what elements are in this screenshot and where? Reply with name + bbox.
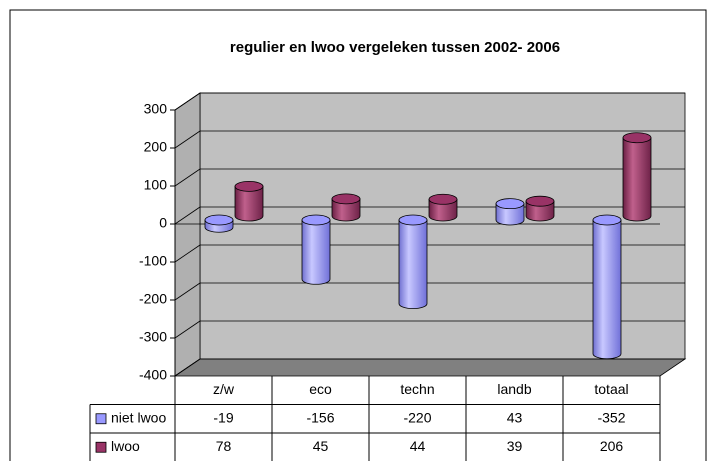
table-value: 45 [313,438,329,454]
x-tick-label: eco [309,381,332,397]
table-value: 39 [507,438,523,454]
y-tick-label: -200 [139,291,167,307]
x-tick-label: techn [400,381,434,397]
y-tick-label: -400 [139,367,167,383]
chart-title: regulier en lwoo vergeleken tussen 2002-… [230,39,560,56]
grid-line-side [174,244,201,263]
x-tick-label: totaal [594,381,628,397]
y-tick-label: 200 [144,139,168,155]
cylinder [234,185,264,222]
cylinder-cap [428,193,458,205]
floor [173,358,687,377]
table-value: 43 [507,409,523,425]
grid-line-side [174,168,201,187]
table-value: -352 [597,409,625,425]
grid-line-side [174,206,201,225]
cylinder [622,137,652,222]
cylinder-cap [301,214,331,226]
cylinder-cap [525,195,555,207]
cylinder-cap [398,214,428,226]
cylinder [428,198,458,222]
cylinder-cap [495,198,525,210]
grid-line-side [174,282,201,301]
table-value: 44 [410,438,426,454]
y-tick-label: -300 [139,329,167,345]
y-tick-label: -100 [139,253,167,269]
x-tick-label: landb [497,381,531,397]
table-value: 206 [600,438,624,454]
table-value: -19 [213,409,233,425]
cylinder-cap [234,180,264,192]
legend-label: niet lwoo [111,409,166,425]
cylinder [398,219,428,309]
y-tick-label: 100 [144,177,168,193]
grid-line-side [174,320,201,339]
cylinder-cap [592,214,622,226]
table-value: -156 [306,409,334,425]
grid-line-side [174,92,201,111]
grid-line-side [174,358,201,377]
cylinder-cap [331,193,361,205]
table-value: -220 [403,409,431,425]
cylinder-cap [622,132,652,144]
cylinder-cap [204,214,234,226]
cylinder [495,203,525,226]
legend-key [95,413,107,425]
y-tick-label: 0 [159,215,167,231]
cylinder [525,200,555,222]
legend-label: lwoo [111,438,140,454]
legend-key [95,441,107,453]
cylinder [592,219,622,360]
grid-line-side [174,130,201,149]
cylinder [331,198,361,222]
x-tick-label: z/w [213,381,235,397]
y-tick-label: 300 [144,101,168,117]
side-wall [174,92,201,377]
table-value: 78 [216,438,232,454]
cylinder [301,219,331,285]
